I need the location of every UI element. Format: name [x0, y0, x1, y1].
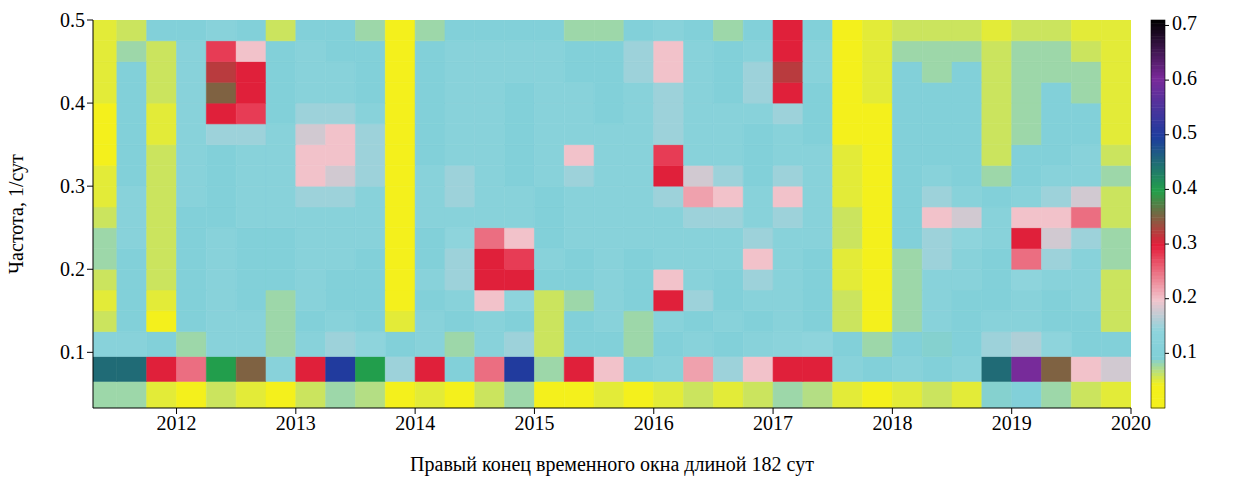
- svg-text:0.7: 0.7: [1172, 12, 1197, 34]
- svg-text:2012: 2012: [157, 412, 197, 434]
- svg-text:0.3: 0.3: [1172, 231, 1197, 253]
- svg-text:2016: 2016: [634, 412, 674, 434]
- svg-text:0.4: 0.4: [1172, 176, 1197, 198]
- svg-text:0.2: 0.2: [60, 258, 85, 280]
- svg-text:2019: 2019: [992, 412, 1032, 434]
- svg-text:0.1: 0.1: [1172, 340, 1197, 362]
- svg-text:0.6: 0.6: [1172, 67, 1197, 89]
- svg-text:2017: 2017: [753, 412, 793, 434]
- svg-text:2015: 2015: [514, 412, 554, 434]
- svg-text:2020: 2020: [1111, 412, 1151, 434]
- svg-text:0.5: 0.5: [60, 9, 85, 31]
- svg-text:0.4: 0.4: [60, 92, 85, 114]
- svg-text:2013: 2013: [276, 412, 316, 434]
- svg-text:Правый конец временного окна д: Правый конец временного окна длиной 182 …: [410, 453, 814, 476]
- svg-text:0.2: 0.2: [1172, 285, 1197, 307]
- svg-text:0.5: 0.5: [1172, 121, 1197, 143]
- svg-text:0.3: 0.3: [60, 175, 85, 197]
- svg-text:2014: 2014: [395, 412, 435, 434]
- svg-text:0.1: 0.1: [60, 341, 85, 363]
- svg-text:Частота, 1/сут: Частота, 1/сут: [5, 154, 28, 274]
- svg-text:2018: 2018: [872, 412, 912, 434]
